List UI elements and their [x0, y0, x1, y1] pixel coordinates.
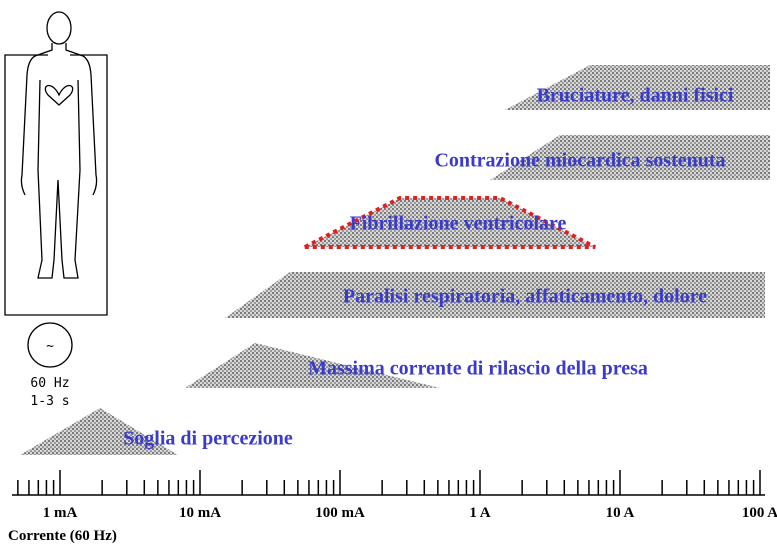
- zone-paralysis: [225, 272, 765, 318]
- zone-label: Bruciature, danni fisici: [537, 85, 734, 107]
- tick-label: 100 mA: [315, 505, 365, 521]
- zone-myocardial: [490, 135, 770, 180]
- tick-label: 100 A: [742, 505, 777, 521]
- zone-perception: [20, 408, 178, 455]
- tick-label: 10 mA: [179, 505, 221, 521]
- source-symbol: ~: [46, 339, 54, 354]
- zones: [20, 65, 770, 455]
- zone-label: Fibrillazione ventricolare: [350, 213, 567, 235]
- zone-label: Massima corrente di rilascio della presa: [308, 358, 648, 380]
- zone-label: Paralisi respiratoria, affaticamento, do…: [343, 286, 707, 308]
- zone-fibrillation: [304, 196, 596, 249]
- zone-label: Contrazione miocardica sostenuta: [434, 150, 725, 172]
- source-duration: 1-3 s: [30, 394, 69, 409]
- zone-burns: [505, 65, 770, 110]
- zone-label: Soglia di percezione: [123, 428, 293, 450]
- axis-ticks: [17, 470, 761, 495]
- zone-let-go: [185, 343, 440, 388]
- axis-title: Corrente (60 Hz): [8, 528, 117, 544]
- source-frequency: 60 Hz: [30, 376, 69, 391]
- tick-label: 1 A: [469, 505, 490, 521]
- tick-label: 10 A: [606, 505, 635, 521]
- human-figure: [4, 11, 108, 368]
- tick-label: 1 mA: [43, 505, 78, 521]
